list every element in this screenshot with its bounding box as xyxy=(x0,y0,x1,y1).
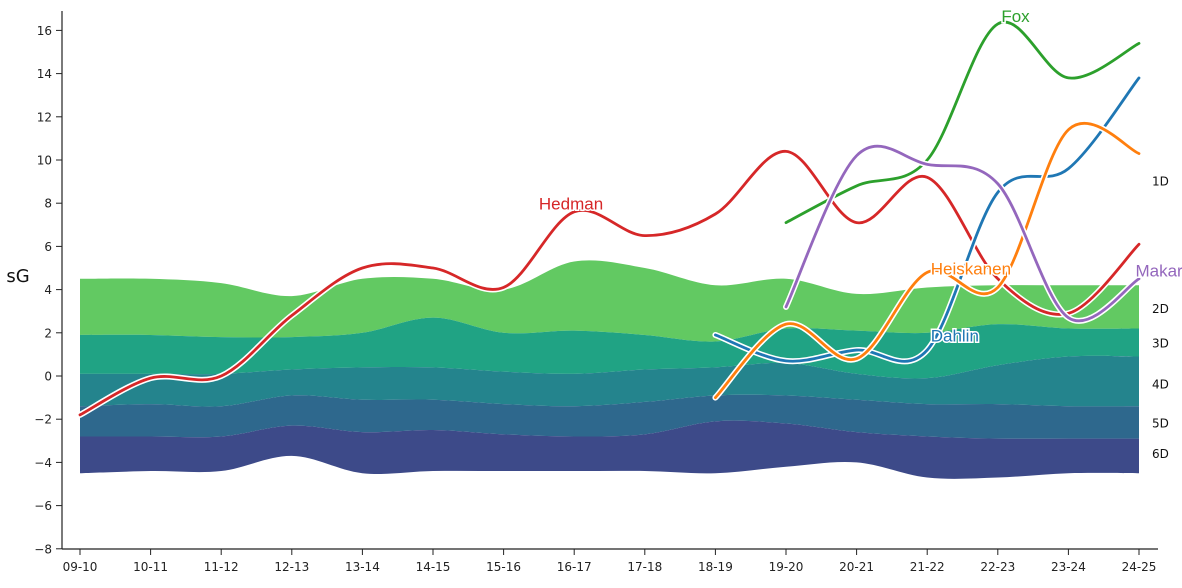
band-label-2d: 2D xyxy=(1152,302,1169,316)
y-tick-label: −6 xyxy=(34,499,52,513)
band-1d xyxy=(80,260,1139,342)
y-tick-label: 0 xyxy=(44,370,52,384)
x-tick-label: 23-24 xyxy=(1051,560,1086,574)
series-fox xyxy=(784,20,1141,225)
y-tick-label: 8 xyxy=(44,197,52,211)
y-tick-label: −2 xyxy=(34,413,52,427)
y-tick-label: 16 xyxy=(37,24,52,38)
series-label-makar: Makar xyxy=(1135,262,1182,281)
band-label-4d: 4D xyxy=(1152,378,1169,392)
x-tick-label: 10-11 xyxy=(133,560,168,574)
series-hedman xyxy=(77,148,1142,418)
line-makar xyxy=(784,144,1141,323)
series-labels: Hedman Fox Dahlin Heiskanen Makar xyxy=(537,5,1182,347)
x-tick-label: 11-12 xyxy=(204,560,239,574)
series-makar xyxy=(783,143,1142,324)
y-axis-label: sG xyxy=(6,266,29,287)
series-dahlin xyxy=(712,74,1142,365)
line-fox xyxy=(784,20,1141,225)
series-label-hedman: Hedman xyxy=(539,195,603,214)
series-lines xyxy=(77,20,1142,418)
band-areas xyxy=(80,260,1139,479)
y-tick-label: 10 xyxy=(37,154,52,168)
x-tick-label: 14-15 xyxy=(416,560,451,574)
band-labels: 1D 2D 3D 4D 5D 6D xyxy=(1152,175,1169,461)
x-tick-label: 21-22 xyxy=(910,560,945,574)
x-tick-label: 13-14 xyxy=(345,560,380,574)
y-tick-label: 6 xyxy=(44,240,52,254)
y-axis: −8 −6 −4 −2 0 2 4 6 8 10 12 14 16 xyxy=(34,10,63,556)
x-tick-label: 12-13 xyxy=(274,560,309,574)
band-5d xyxy=(80,420,1139,479)
x-tick-label: 09-10 xyxy=(63,560,98,574)
line-dahlin xyxy=(714,76,1141,363)
x-tick-label: 18-19 xyxy=(698,560,733,574)
y-tick-label: 12 xyxy=(37,110,52,124)
band-label-1d: 1D xyxy=(1152,175,1169,189)
line-hedman xyxy=(78,149,1141,417)
band-label-5d: 5D xyxy=(1152,417,1169,431)
x-tick-label: 24-25 xyxy=(1122,560,1157,574)
y-tick-label: 4 xyxy=(44,283,52,297)
x-tick-label: 19-20 xyxy=(769,560,804,574)
band-2d xyxy=(80,317,1139,379)
y-tick-label: 14 xyxy=(37,67,52,81)
series-label-fox: Fox xyxy=(1001,7,1030,26)
x-tick-label: 22-23 xyxy=(980,560,1015,574)
band-3d xyxy=(80,355,1139,407)
band-4d xyxy=(80,394,1139,439)
x-tick-label: 20-21 xyxy=(839,560,874,574)
series-heiskanen xyxy=(712,120,1142,401)
x-tick-label: 16-17 xyxy=(557,560,592,574)
x-tick-label: 17-18 xyxy=(627,560,662,574)
band-label-3d: 3D xyxy=(1152,337,1169,351)
band-label-6d: 6D xyxy=(1152,447,1169,461)
x-axis: 09-10 10-11 11-12 12-13 13-14 14-15 15-16 16-17… xyxy=(62,548,1158,574)
line-heiskanen xyxy=(714,121,1141,399)
y-tick-label: 2 xyxy=(44,326,52,340)
series-label-heiskanen: Heiskanen xyxy=(931,259,1011,278)
series-label-dahlin: Dahlin xyxy=(931,326,979,345)
y-tick-label: −8 xyxy=(34,542,52,556)
x-tick-label: 15-16 xyxy=(486,560,521,574)
y-tick-label: −4 xyxy=(34,456,52,470)
